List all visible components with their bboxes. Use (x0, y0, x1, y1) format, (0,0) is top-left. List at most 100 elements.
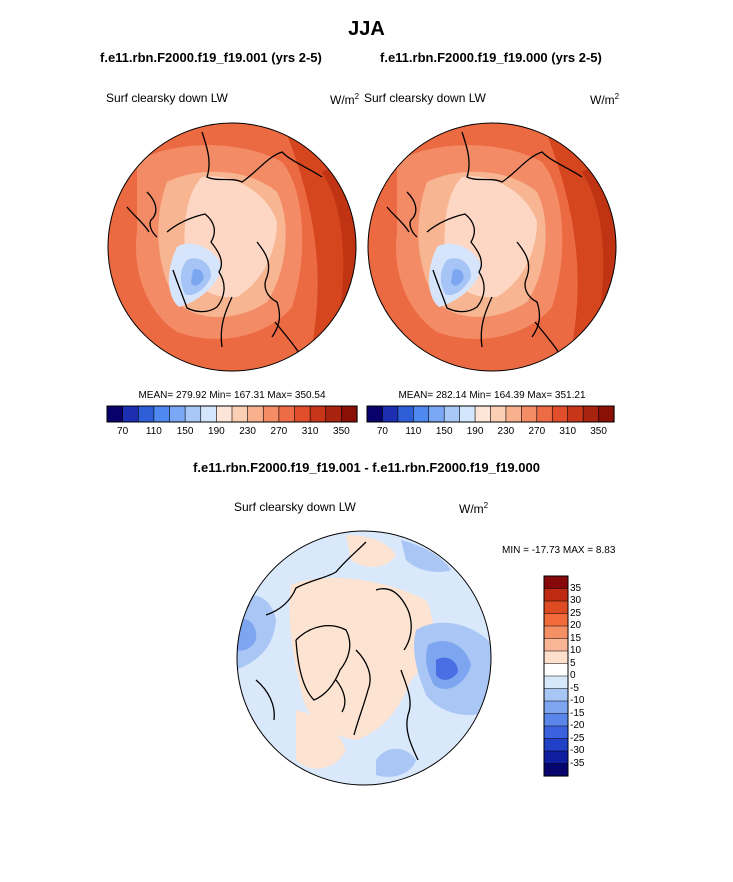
panel1-greenland-core (191, 269, 204, 286)
panel1-colorbar (106, 405, 358, 423)
panel1-colorbar-cell-6 (200, 405, 217, 423)
panel2-colorbar-cell-9 (505, 405, 522, 423)
panel1-colorbar-cell-9 (247, 405, 264, 423)
panel1-polar-map (107, 122, 357, 372)
panel1-colorbar-tick-label: 110 (145, 426, 162, 437)
panel2-colorbar-cell-1 (382, 405, 399, 423)
panel2-colorbar-cell-0 (366, 405, 384, 423)
right-panel-subtitle: f.e11.rbn.F2000.f19_f19.000 (yrs 2-5) (380, 50, 602, 65)
diff-colorbar-cell-0 (543, 575, 569, 590)
diff-colorbar-tick-label: 10 (570, 645, 582, 656)
diff-colorbar-cell-12 (543, 725, 569, 740)
panel1-colorbar-cell-7 (216, 405, 233, 423)
diff-colorbar-cell-11 (543, 713, 569, 727)
diff-negative-west (237, 595, 276, 670)
panel1-colorbar-cell-13 (309, 405, 327, 423)
diff-colorbar-cell-13 (543, 738, 569, 752)
diff-polar-map (236, 530, 492, 786)
panel2-colorbar-cell-10 (521, 405, 538, 423)
panel1-colorbar-cell-5 (184, 405, 202, 423)
diff-colorbar-tick-label: -5 (570, 682, 579, 694)
panel1-colorbar-ticks: 70 110 150 190 230 270 310 350 (107, 426, 357, 440)
panel1-colorbar-cell-4 (169, 405, 186, 423)
diff-colorbar-tick-label: -35 (570, 757, 585, 769)
panel2-colorbar-tick-label: 230 (497, 426, 515, 437)
panel2-colorbar-tick-label: 310 (559, 426, 577, 437)
diff-colorbar-cell-15 (543, 763, 569, 777)
panel2-colorbar-ticks: 70 110 150 190 230 270 310 350 (367, 426, 614, 440)
panel2-colorbar-cell-12 (551, 405, 569, 423)
diff-colorbar-tick-label: -30 (570, 745, 585, 756)
panel1-variable-label: Surf clearsky down LW (106, 91, 228, 105)
diff-negative-north (401, 540, 451, 572)
panel2-variable-label: Surf clearsky down LW (364, 91, 486, 105)
diff-colorbar-tick-label: 20 (570, 620, 582, 631)
diff-colorbar-tick-label: -20 (570, 720, 585, 731)
diff-colorbar-tick-label: -15 (570, 707, 585, 719)
diff-colorbar-cell-14 (543, 750, 569, 765)
panel2-colorbar-cell-11 (536, 405, 553, 423)
panel2-colorbar-cell-6 (459, 405, 476, 423)
diff-colorbar-tick-label: 25 (570, 607, 582, 619)
panel1-colorbar-cell-0 (106, 405, 124, 423)
panel2-colorbar-cell-5 (443, 405, 461, 423)
panel1-colorbar-cell-1 (122, 405, 139, 423)
panel1-colorbar-cell-10 (262, 405, 280, 423)
diff-positive-region-north (346, 535, 396, 567)
panel2-colorbar-tick-label: 350 (590, 426, 607, 437)
diff-colorbar-cell-4 (543, 625, 569, 640)
diff-colorbar-cell-7 (543, 663, 569, 677)
diff-colorbar (543, 575, 569, 777)
diff-colorbar-cell-9 (543, 688, 569, 702)
difference-title: f.e11.rbn.F2000.f19_f19.001 - f.e11.rbn.… (193, 460, 540, 475)
diff-coastlines (255, 541, 419, 761)
diff-colorbar-tick-label: 0 (570, 670, 576, 681)
panel2-colorbar-cell-2 (397, 405, 414, 423)
panel2-units-label: W/m2 (590, 92, 619, 107)
diff-colorbar-ticks: 35 30 25 20 15 10 5 0 -5 -10 -15 -20 -25 -30 -35 (570, 576, 610, 776)
panel1-colorbar-cell-2 (137, 405, 155, 423)
diff-colorbar-cell-3 (543, 613, 569, 627)
panel1-stats: MEAN= 279.92 Min= 167.31 Max= 350.54 (138, 390, 326, 401)
diff-positive-region-center (289, 577, 434, 740)
diff-colorbar-tick-label: -25 (570, 732, 585, 744)
diff-variable-label: Surf clearsky down LW (234, 500, 356, 514)
panel1-units-base: W/m (330, 93, 355, 107)
page-title: JJA (348, 18, 385, 40)
panel1-colorbar-tick-label: 270 (270, 426, 288, 437)
diff-colorbar-tick-label: -10 (570, 695, 585, 706)
panel1-colorbar-cell-14 (325, 405, 342, 423)
panel2-units-exp: 2 (614, 92, 620, 101)
panel2-stats: MEAN= 282.14 Min= 164.39 Max= 351.21 (398, 390, 586, 401)
diff-colorbar-cell-1 (543, 588, 569, 602)
panel1-units-exp: 2 (354, 92, 360, 101)
panel2-colorbar-cell-8 (490, 405, 507, 423)
diff-colorbar-cell-2 (543, 600, 569, 615)
panel1-colorbar-cell-15 (341, 405, 358, 423)
panel2-colorbar-cell-13 (567, 405, 584, 423)
panel2-colorbar-tick-label: 70 (376, 426, 388, 437)
panel1-colorbar-cell-12 (294, 405, 311, 423)
diff-colorbar-cell-6 (543, 650, 569, 665)
panel2-polar-map (367, 122, 617, 372)
panel1-colorbar-tick-label: 230 (239, 426, 256, 437)
panel2-colorbar-tick-label: 190 (466, 426, 484, 437)
panel2-colorbar-cell-7 (474, 405, 492, 423)
diff-units-exp: 2 (483, 501, 489, 510)
panel2-colorbar-cell-14 (582, 405, 600, 423)
panel2-colorbar-cell-4 (428, 405, 445, 423)
panel1-colorbar-cell-8 (231, 405, 249, 423)
panel1-colorbar-tick-label: 70 (117, 426, 129, 437)
panel2-colorbar (366, 405, 615, 423)
diff-stats: MIN = -17.73 MAX = 8.83 (502, 545, 616, 556)
diff-negative-east-core (436, 657, 458, 680)
panel1-colorbar-tick-label: 190 (208, 426, 225, 437)
diff-units-label: W/m2 (459, 501, 488, 516)
panel2-colorbar-tick-label: 270 (528, 426, 546, 437)
panel2-units-base: W/m (590, 93, 615, 107)
panel1-colorbar-cell-3 (153, 405, 171, 423)
panel1-colorbar-tick-label: 350 (333, 426, 350, 437)
panel1-colorbar-cell-11 (278, 405, 296, 423)
panel1-colorbar-tick-label: 310 (301, 426, 319, 437)
left-panel-subtitle: f.e11.rbn.F2000.f19_f19.001 (yrs 2-5) (100, 50, 322, 65)
